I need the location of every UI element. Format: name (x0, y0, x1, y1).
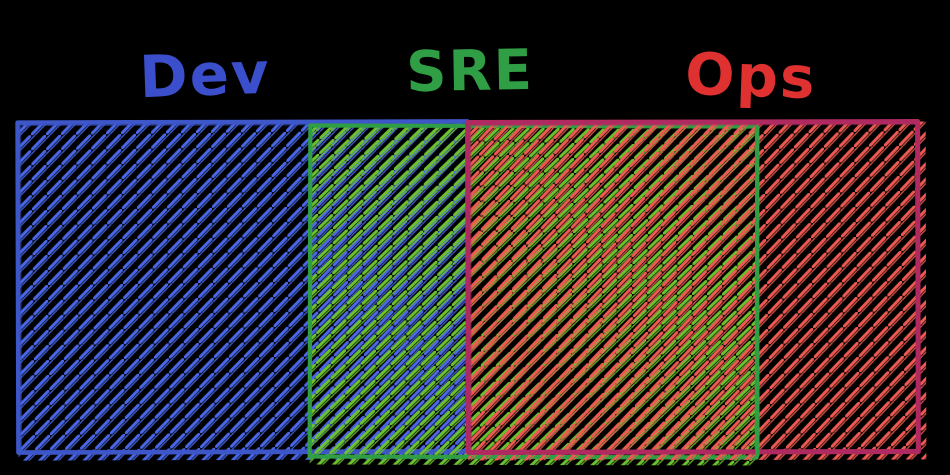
ops-border (465, 119, 921, 455)
ops-border-second-pass (469, 122, 918, 453)
dev-label: Dev (138, 39, 272, 112)
sre-label: SRE (406, 38, 535, 105)
ops-label: Ops (684, 40, 818, 113)
sre-right-border-overlay (754, 124, 760, 458)
ops-hatch-area (467, 121, 927, 461)
ops-region (465, 119, 927, 461)
